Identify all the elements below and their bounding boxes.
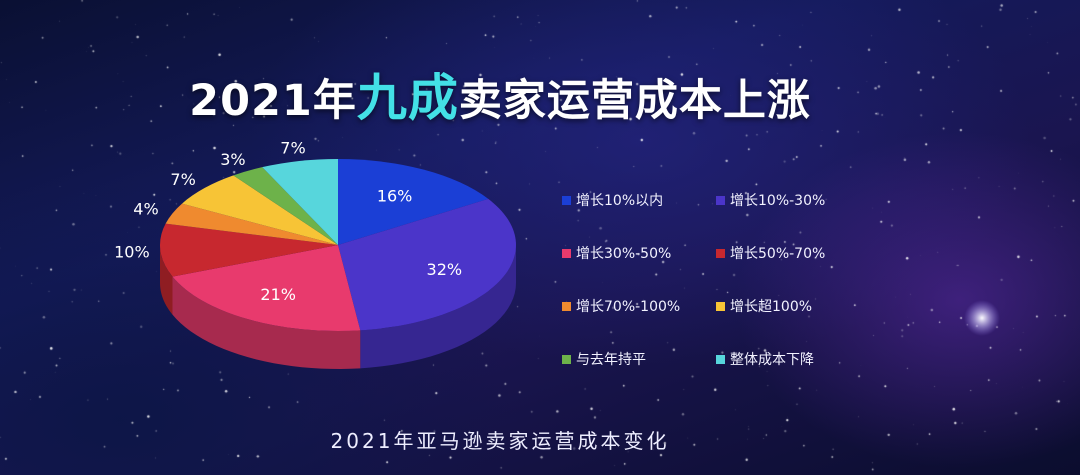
- legend-item-3: 增长30%-50%: [562, 243, 671, 263]
- pie-slice-8: [262, 159, 338, 245]
- pie-label-6: 7%: [170, 170, 195, 189]
- chart-caption: 2021年亚马逊卖家运营成本变化: [330, 429, 670, 453]
- legend-item-5: 增长70%-100%: [562, 296, 680, 316]
- legend-item-1: 增长10%以内: [562, 190, 663, 210]
- legend-swatch: [716, 195, 725, 205]
- legend-item-7: 与去年持平: [562, 349, 646, 369]
- legend-item-4: 增长50%-70%: [716, 243, 825, 263]
- pie-slice-1: [338, 159, 489, 245]
- legend-swatch: [562, 248, 571, 258]
- pie-label-8: 7%: [280, 139, 305, 158]
- pie-slice-4: [159, 223, 338, 277]
- chart-title: 2021年九成卖家运营成本上涨: [0, 58, 1000, 130]
- legend-swatch: [716, 248, 725, 258]
- legend-label: 增长30%-50%: [576, 246, 672, 262]
- legend-swatch: [716, 301, 725, 311]
- pie-slice-6: [182, 175, 338, 245]
- legend-label: 增长10%以内: [576, 193, 664, 209]
- legend-item-8: 整体成本下降: [716, 349, 814, 369]
- pie-label-5: 4%: [133, 199, 158, 218]
- legend-label: 增长10%-30%: [730, 193, 826, 209]
- pie-slice-2: [338, 198, 516, 331]
- pie-slice-3: [172, 245, 361, 331]
- pie-label-3: 21%: [260, 285, 296, 304]
- title-suffix: 卖家运营成本上涨: [458, 76, 811, 126]
- title-prefix: 2021年: [189, 76, 357, 126]
- pie-slice-side-2: [360, 245, 516, 369]
- legend-label: 增长70%-100%: [576, 299, 681, 315]
- legend-swatch: [562, 195, 571, 205]
- pie-label-7: 3%: [220, 150, 245, 169]
- legend-label: 与去年持平: [576, 352, 646, 368]
- legend-swatch: [716, 354, 725, 364]
- pie-label-2: 32%: [427, 260, 463, 279]
- pie-slice-7: [233, 167, 338, 245]
- pie-slice-side-4: [160, 245, 173, 315]
- legend-item-2: 增长10%-30%: [716, 190, 825, 210]
- title-highlight: 九成: [356, 69, 459, 127]
- legend-swatch: [562, 354, 571, 364]
- pie-label-4: 10%: [114, 242, 150, 261]
- pie-slice-side-3: [172, 276, 361, 369]
- pie-slice-5: [165, 203, 338, 245]
- legend-swatch: [562, 301, 571, 311]
- legend-label: 增长50%-70%: [730, 246, 826, 262]
- legend-label: 整体成本下降: [730, 352, 814, 368]
- legend-label: 增长超100%: [730, 299, 813, 315]
- pie-label-1: 16%: [377, 186, 413, 205]
- legend-item-6: 增长超100%: [716, 296, 812, 316]
